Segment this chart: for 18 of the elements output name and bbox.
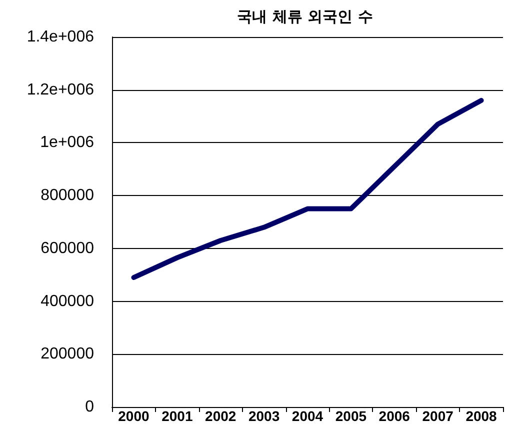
y-tick-label: 1e+006 bbox=[40, 134, 94, 152]
x-tick-label: 2002 bbox=[205, 408, 236, 424]
x-tick-label: 2004 bbox=[292, 408, 324, 424]
y-tick-label: 1.2e+006 bbox=[26, 81, 94, 98]
x-tick-label: 2003 bbox=[248, 408, 280, 424]
x-tick-label: 2008 bbox=[466, 408, 498, 424]
y-tick-label: 400000 bbox=[40, 292, 94, 310]
x-tick-label: 2001 bbox=[162, 408, 193, 424]
x-tick-label: 2005 bbox=[335, 408, 367, 424]
chart-title: 국내 체류 외국인 수 bbox=[237, 8, 373, 26]
x-tick-label: 2007 bbox=[422, 408, 454, 424]
y-tick-label: 600000 bbox=[40, 240, 94, 257]
y-tick-label: 200000 bbox=[40, 346, 94, 363]
y-tick-label: 1.4e+006 bbox=[26, 28, 94, 46]
y-tick-label: 0 bbox=[85, 398, 94, 416]
x-tick-label: 2006 bbox=[378, 408, 410, 424]
x-tick-label: 2000 bbox=[118, 408, 150, 424]
y-tick-label: 800000 bbox=[40, 187, 94, 204]
